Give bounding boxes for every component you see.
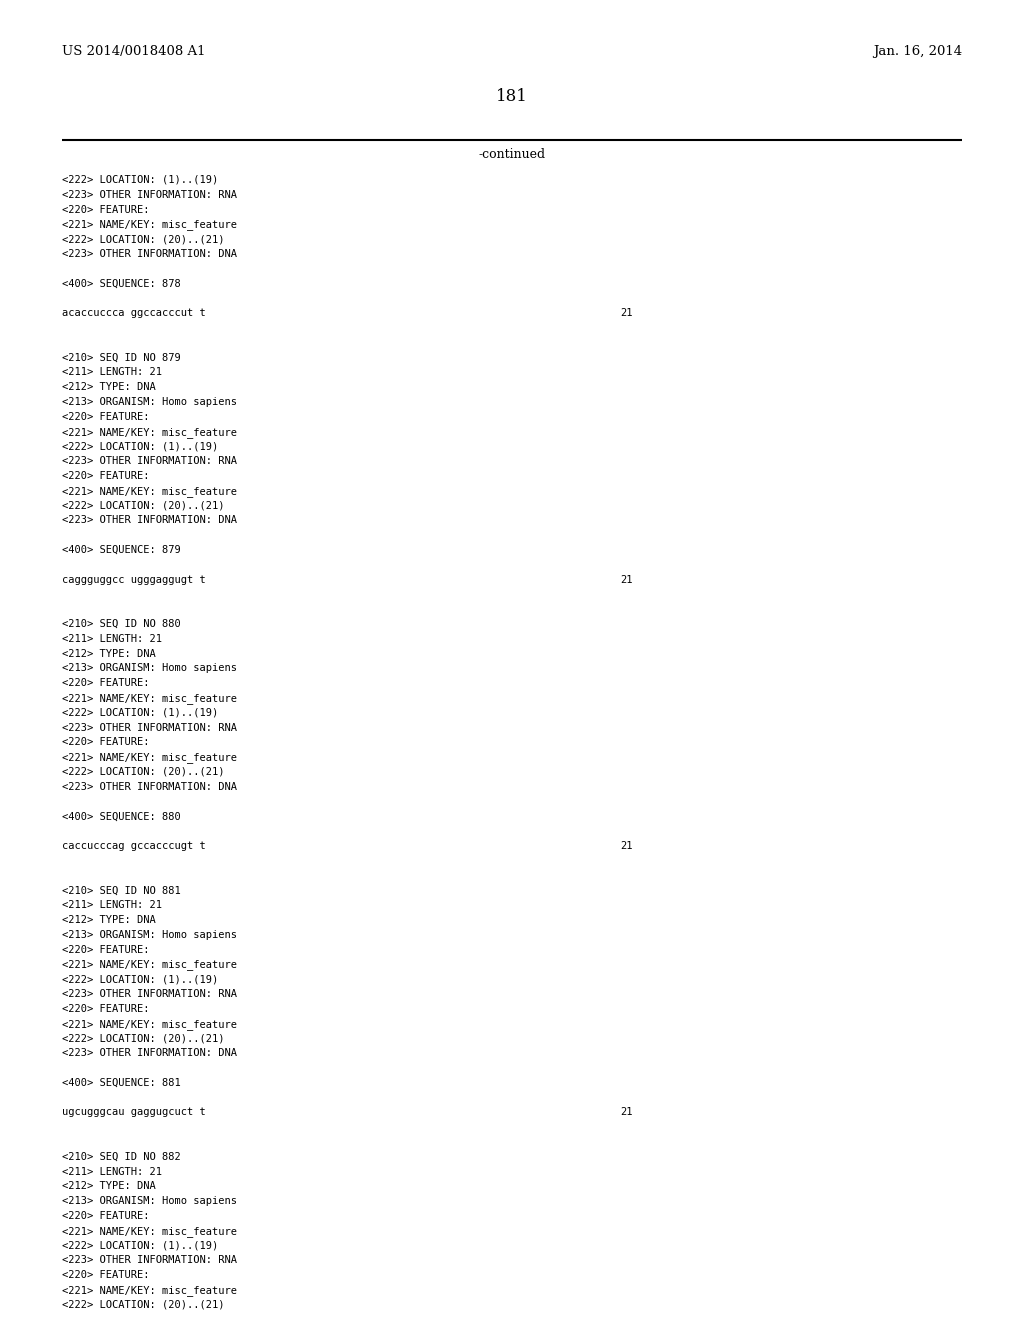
Text: ugcugggcau gaggugcuct t: ugcugggcau gaggugcuct t bbox=[62, 1107, 206, 1118]
Text: <223> OTHER INFORMATION: DNA: <223> OTHER INFORMATION: DNA bbox=[62, 515, 237, 525]
Text: <222> LOCATION: (1)..(19): <222> LOCATION: (1)..(19) bbox=[62, 176, 218, 185]
Text: <220> FEATURE:: <220> FEATURE: bbox=[62, 1210, 150, 1221]
Text: <221> NAME/KEY: misc_feature: <221> NAME/KEY: misc_feature bbox=[62, 693, 237, 704]
Text: <222> LOCATION: (1)..(19): <222> LOCATION: (1)..(19) bbox=[62, 441, 218, 451]
Text: <211> LENGTH: 21: <211> LENGTH: 21 bbox=[62, 900, 162, 911]
Text: <220> FEATURE:: <220> FEATURE: bbox=[62, 1003, 150, 1014]
Text: <210> SEQ ID NO 880: <210> SEQ ID NO 880 bbox=[62, 619, 181, 630]
Text: <223> OTHER INFORMATION: RNA: <223> OTHER INFORMATION: RNA bbox=[62, 722, 237, 733]
Text: 21: 21 bbox=[620, 1107, 633, 1118]
Text: <223> OTHER INFORMATION: DNA: <223> OTHER INFORMATION: DNA bbox=[62, 1048, 237, 1059]
Text: <223> OTHER INFORMATION: RNA: <223> OTHER INFORMATION: RNA bbox=[62, 190, 237, 199]
Text: 181: 181 bbox=[496, 88, 528, 106]
Text: <223> OTHER INFORMATION: DNA: <223> OTHER INFORMATION: DNA bbox=[62, 781, 237, 792]
Text: <213> ORGANISM: Homo sapiens: <213> ORGANISM: Homo sapiens bbox=[62, 1196, 237, 1206]
Text: <221> NAME/KEY: misc_feature: <221> NAME/KEY: misc_feature bbox=[62, 1019, 237, 1030]
Text: <220> FEATURE:: <220> FEATURE: bbox=[62, 471, 150, 480]
Text: 21: 21 bbox=[620, 574, 633, 585]
Text: <222> LOCATION: (1)..(19): <222> LOCATION: (1)..(19) bbox=[62, 974, 218, 985]
Text: <211> LENGTH: 21: <211> LENGTH: 21 bbox=[62, 634, 162, 644]
Text: caccucccag gccacccugt t: caccucccag gccacccugt t bbox=[62, 841, 206, 851]
Text: <221> NAME/KEY: misc_feature: <221> NAME/KEY: misc_feature bbox=[62, 486, 237, 496]
Text: <212> TYPE: DNA: <212> TYPE: DNA bbox=[62, 1181, 156, 1192]
Text: <211> LENGTH: 21: <211> LENGTH: 21 bbox=[62, 1167, 162, 1176]
Text: <220> FEATURE:: <220> FEATURE: bbox=[62, 412, 150, 422]
Text: <210> SEQ ID NO 882: <210> SEQ ID NO 882 bbox=[62, 1152, 181, 1162]
Text: <221> NAME/KEY: misc_feature: <221> NAME/KEY: misc_feature bbox=[62, 960, 237, 970]
Text: <213> ORGANISM: Homo sapiens: <213> ORGANISM: Homo sapiens bbox=[62, 664, 237, 673]
Text: <220> FEATURE:: <220> FEATURE: bbox=[62, 1270, 150, 1280]
Text: <223> OTHER INFORMATION: DNA: <223> OTHER INFORMATION: DNA bbox=[62, 249, 237, 259]
Text: <220> FEATURE:: <220> FEATURE: bbox=[62, 205, 150, 215]
Text: <220> FEATURE:: <220> FEATURE: bbox=[62, 945, 150, 954]
Text: <210> SEQ ID NO 881: <210> SEQ ID NO 881 bbox=[62, 886, 181, 895]
Text: <220> FEATURE:: <220> FEATURE: bbox=[62, 738, 150, 747]
Text: <221> NAME/KEY: misc_feature: <221> NAME/KEY: misc_feature bbox=[62, 1284, 237, 1296]
Text: <221> NAME/KEY: misc_feature: <221> NAME/KEY: misc_feature bbox=[62, 1226, 237, 1237]
Text: <221> NAME/KEY: misc_feature: <221> NAME/KEY: misc_feature bbox=[62, 219, 237, 230]
Text: caggguggcc ugggaggugt t: caggguggcc ugggaggugt t bbox=[62, 574, 206, 585]
Text: <223> OTHER INFORMATION: RNA: <223> OTHER INFORMATION: RNA bbox=[62, 1255, 237, 1266]
Text: <223> OTHER INFORMATION: RNA: <223> OTHER INFORMATION: RNA bbox=[62, 989, 237, 999]
Text: acaccuccca ggccacccut t: acaccuccca ggccacccut t bbox=[62, 308, 206, 318]
Text: <212> TYPE: DNA: <212> TYPE: DNA bbox=[62, 915, 156, 925]
Text: <212> TYPE: DNA: <212> TYPE: DNA bbox=[62, 383, 156, 392]
Text: <222> LOCATION: (20)..(21): <222> LOCATION: (20)..(21) bbox=[62, 500, 224, 511]
Text: <222> LOCATION: (1)..(19): <222> LOCATION: (1)..(19) bbox=[62, 708, 218, 718]
Text: <222> LOCATION: (1)..(19): <222> LOCATION: (1)..(19) bbox=[62, 1241, 218, 1250]
Text: <223> OTHER INFORMATION: RNA: <223> OTHER INFORMATION: RNA bbox=[62, 457, 237, 466]
Text: <222> LOCATION: (20)..(21): <222> LOCATION: (20)..(21) bbox=[62, 1034, 224, 1043]
Text: US 2014/0018408 A1: US 2014/0018408 A1 bbox=[62, 45, 206, 58]
Text: <222> LOCATION: (20)..(21): <222> LOCATION: (20)..(21) bbox=[62, 767, 224, 777]
Text: <221> NAME/KEY: misc_feature: <221> NAME/KEY: misc_feature bbox=[62, 426, 237, 437]
Text: <213> ORGANISM: Homo sapiens: <213> ORGANISM: Homo sapiens bbox=[62, 929, 237, 940]
Text: <400> SEQUENCE: 881: <400> SEQUENCE: 881 bbox=[62, 1078, 181, 1088]
Text: <211> LENGTH: 21: <211> LENGTH: 21 bbox=[62, 367, 162, 378]
Text: 21: 21 bbox=[620, 841, 633, 851]
Text: -continued: -continued bbox=[478, 148, 546, 161]
Text: <220> FEATURE:: <220> FEATURE: bbox=[62, 678, 150, 688]
Text: <400> SEQUENCE: 878: <400> SEQUENCE: 878 bbox=[62, 279, 181, 289]
Text: <212> TYPE: DNA: <212> TYPE: DNA bbox=[62, 648, 156, 659]
Text: <400> SEQUENCE: 879: <400> SEQUENCE: 879 bbox=[62, 545, 181, 554]
Text: <400> SEQUENCE: 880: <400> SEQUENCE: 880 bbox=[62, 812, 181, 821]
Text: <222> LOCATION: (20)..(21): <222> LOCATION: (20)..(21) bbox=[62, 1300, 224, 1309]
Text: <213> ORGANISM: Homo sapiens: <213> ORGANISM: Homo sapiens bbox=[62, 397, 237, 407]
Text: 21: 21 bbox=[620, 308, 633, 318]
Text: <210> SEQ ID NO 879: <210> SEQ ID NO 879 bbox=[62, 352, 181, 363]
Text: <221> NAME/KEY: misc_feature: <221> NAME/KEY: misc_feature bbox=[62, 752, 237, 763]
Text: <222> LOCATION: (20)..(21): <222> LOCATION: (20)..(21) bbox=[62, 234, 224, 244]
Text: Jan. 16, 2014: Jan. 16, 2014 bbox=[872, 45, 962, 58]
